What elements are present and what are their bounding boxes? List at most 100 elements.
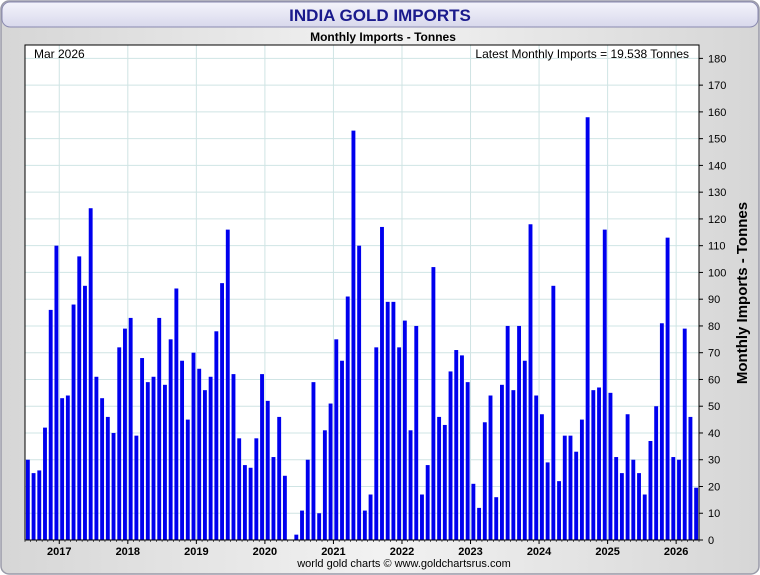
bar	[562, 435, 567, 540]
bar	[568, 435, 573, 540]
y-tick-label: 30	[708, 455, 720, 467]
bar	[608, 392, 613, 540]
bar	[322, 430, 327, 540]
x-tick-label: 2023	[458, 546, 482, 558]
x-tick-label: 2025	[595, 546, 619, 558]
bar	[408, 430, 413, 540]
bar	[43, 427, 47, 540]
bar	[105, 416, 110, 540]
y-tick-label: 20	[708, 481, 720, 493]
bar	[362, 510, 367, 540]
bar	[471, 483, 476, 540]
bar	[174, 288, 179, 540]
bar	[545, 462, 550, 540]
x-axis-ticks: 2017 2018 2019 2020 2021 2022 2023 2024 2025 2026	[24, 540, 700, 558]
bar	[185, 419, 190, 540]
y-tick-label: 150	[708, 134, 726, 146]
bar	[328, 403, 333, 540]
bars	[25, 117, 699, 541]
bar	[528, 224, 533, 540]
bar	[368, 494, 373, 540]
y-tick-label: 60	[708, 374, 720, 386]
bar	[225, 229, 230, 540]
bar	[374, 347, 379, 540]
bar	[334, 339, 339, 540]
bar	[619, 473, 624, 540]
x-tick-label: 2019	[184, 546, 208, 558]
bar	[682, 328, 687, 540]
bar	[168, 339, 173, 540]
y-tick-label: 0	[708, 535, 714, 547]
date-label: Mar 2026	[34, 47, 85, 61]
bar	[220, 283, 224, 540]
bar	[340, 360, 344, 540]
bar	[517, 325, 522, 540]
bar	[437, 416, 442, 540]
y-tick-label: 40	[708, 428, 720, 440]
bar	[642, 494, 647, 540]
bar	[265, 400, 270, 540]
bar	[414, 325, 419, 540]
bar	[191, 352, 196, 540]
bar	[100, 398, 105, 540]
bar	[539, 414, 544, 540]
bar	[648, 441, 653, 540]
bar	[602, 229, 607, 540]
y-tick-label: 170	[708, 80, 726, 92]
y-tick-label: 180	[708, 53, 726, 65]
y-tick-label: 100	[708, 267, 726, 279]
bar	[351, 130, 356, 540]
bar	[48, 309, 53, 540]
bar	[254, 438, 259, 540]
bar	[123, 328, 127, 540]
bar	[579, 419, 584, 540]
bar	[282, 475, 287, 540]
bar	[248, 467, 253, 540]
bar	[385, 301, 390, 540]
bar	[494, 497, 499, 540]
x-tick-label: 2018	[116, 546, 140, 558]
bar	[65, 395, 70, 540]
bar	[397, 347, 402, 540]
bar	[637, 473, 641, 540]
y-tick-label: 110	[708, 241, 726, 253]
bar	[488, 395, 493, 540]
bar	[511, 390, 516, 540]
bar	[688, 416, 693, 540]
x-tick-label: 2021	[321, 546, 345, 558]
bar	[242, 465, 247, 540]
bar	[420, 494, 424, 540]
bar	[431, 267, 436, 540]
bar	[448, 371, 453, 540]
bar	[157, 317, 162, 540]
bar	[442, 424, 447, 540]
y-tick-label: 160	[708, 107, 726, 119]
chart-subtitle: Monthly Imports - Tonnes	[310, 30, 456, 44]
x-tick-label: 2024	[527, 546, 552, 558]
bar	[311, 382, 316, 540]
x-tick-label: 2022	[390, 546, 414, 558]
bar	[585, 117, 590, 541]
bar	[140, 358, 145, 540]
bar	[25, 459, 30, 540]
bar	[237, 438, 242, 540]
bar	[145, 382, 150, 540]
bar	[37, 470, 42, 540]
bar	[551, 285, 556, 540]
bar	[134, 435, 139, 540]
bar	[231, 374, 236, 540]
bar	[214, 331, 219, 540]
bar	[625, 414, 630, 540]
latest-imports-label: Latest Monthly Imports = 19.538 Tonnes	[475, 47, 689, 61]
bar	[402, 320, 407, 540]
bar	[60, 398, 65, 540]
bar	[665, 237, 670, 540]
bar	[163, 384, 167, 540]
bar	[202, 390, 207, 540]
bar	[300, 510, 304, 540]
y-axis-label: Monthly Imports - Tonnes	[734, 202, 751, 384]
bar	[94, 376, 99, 540]
footer-credit: world gold charts © www.goldchartsrus.co…	[296, 558, 511, 570]
x-tick-label: 2026	[664, 546, 688, 558]
bar	[54, 245, 59, 540]
